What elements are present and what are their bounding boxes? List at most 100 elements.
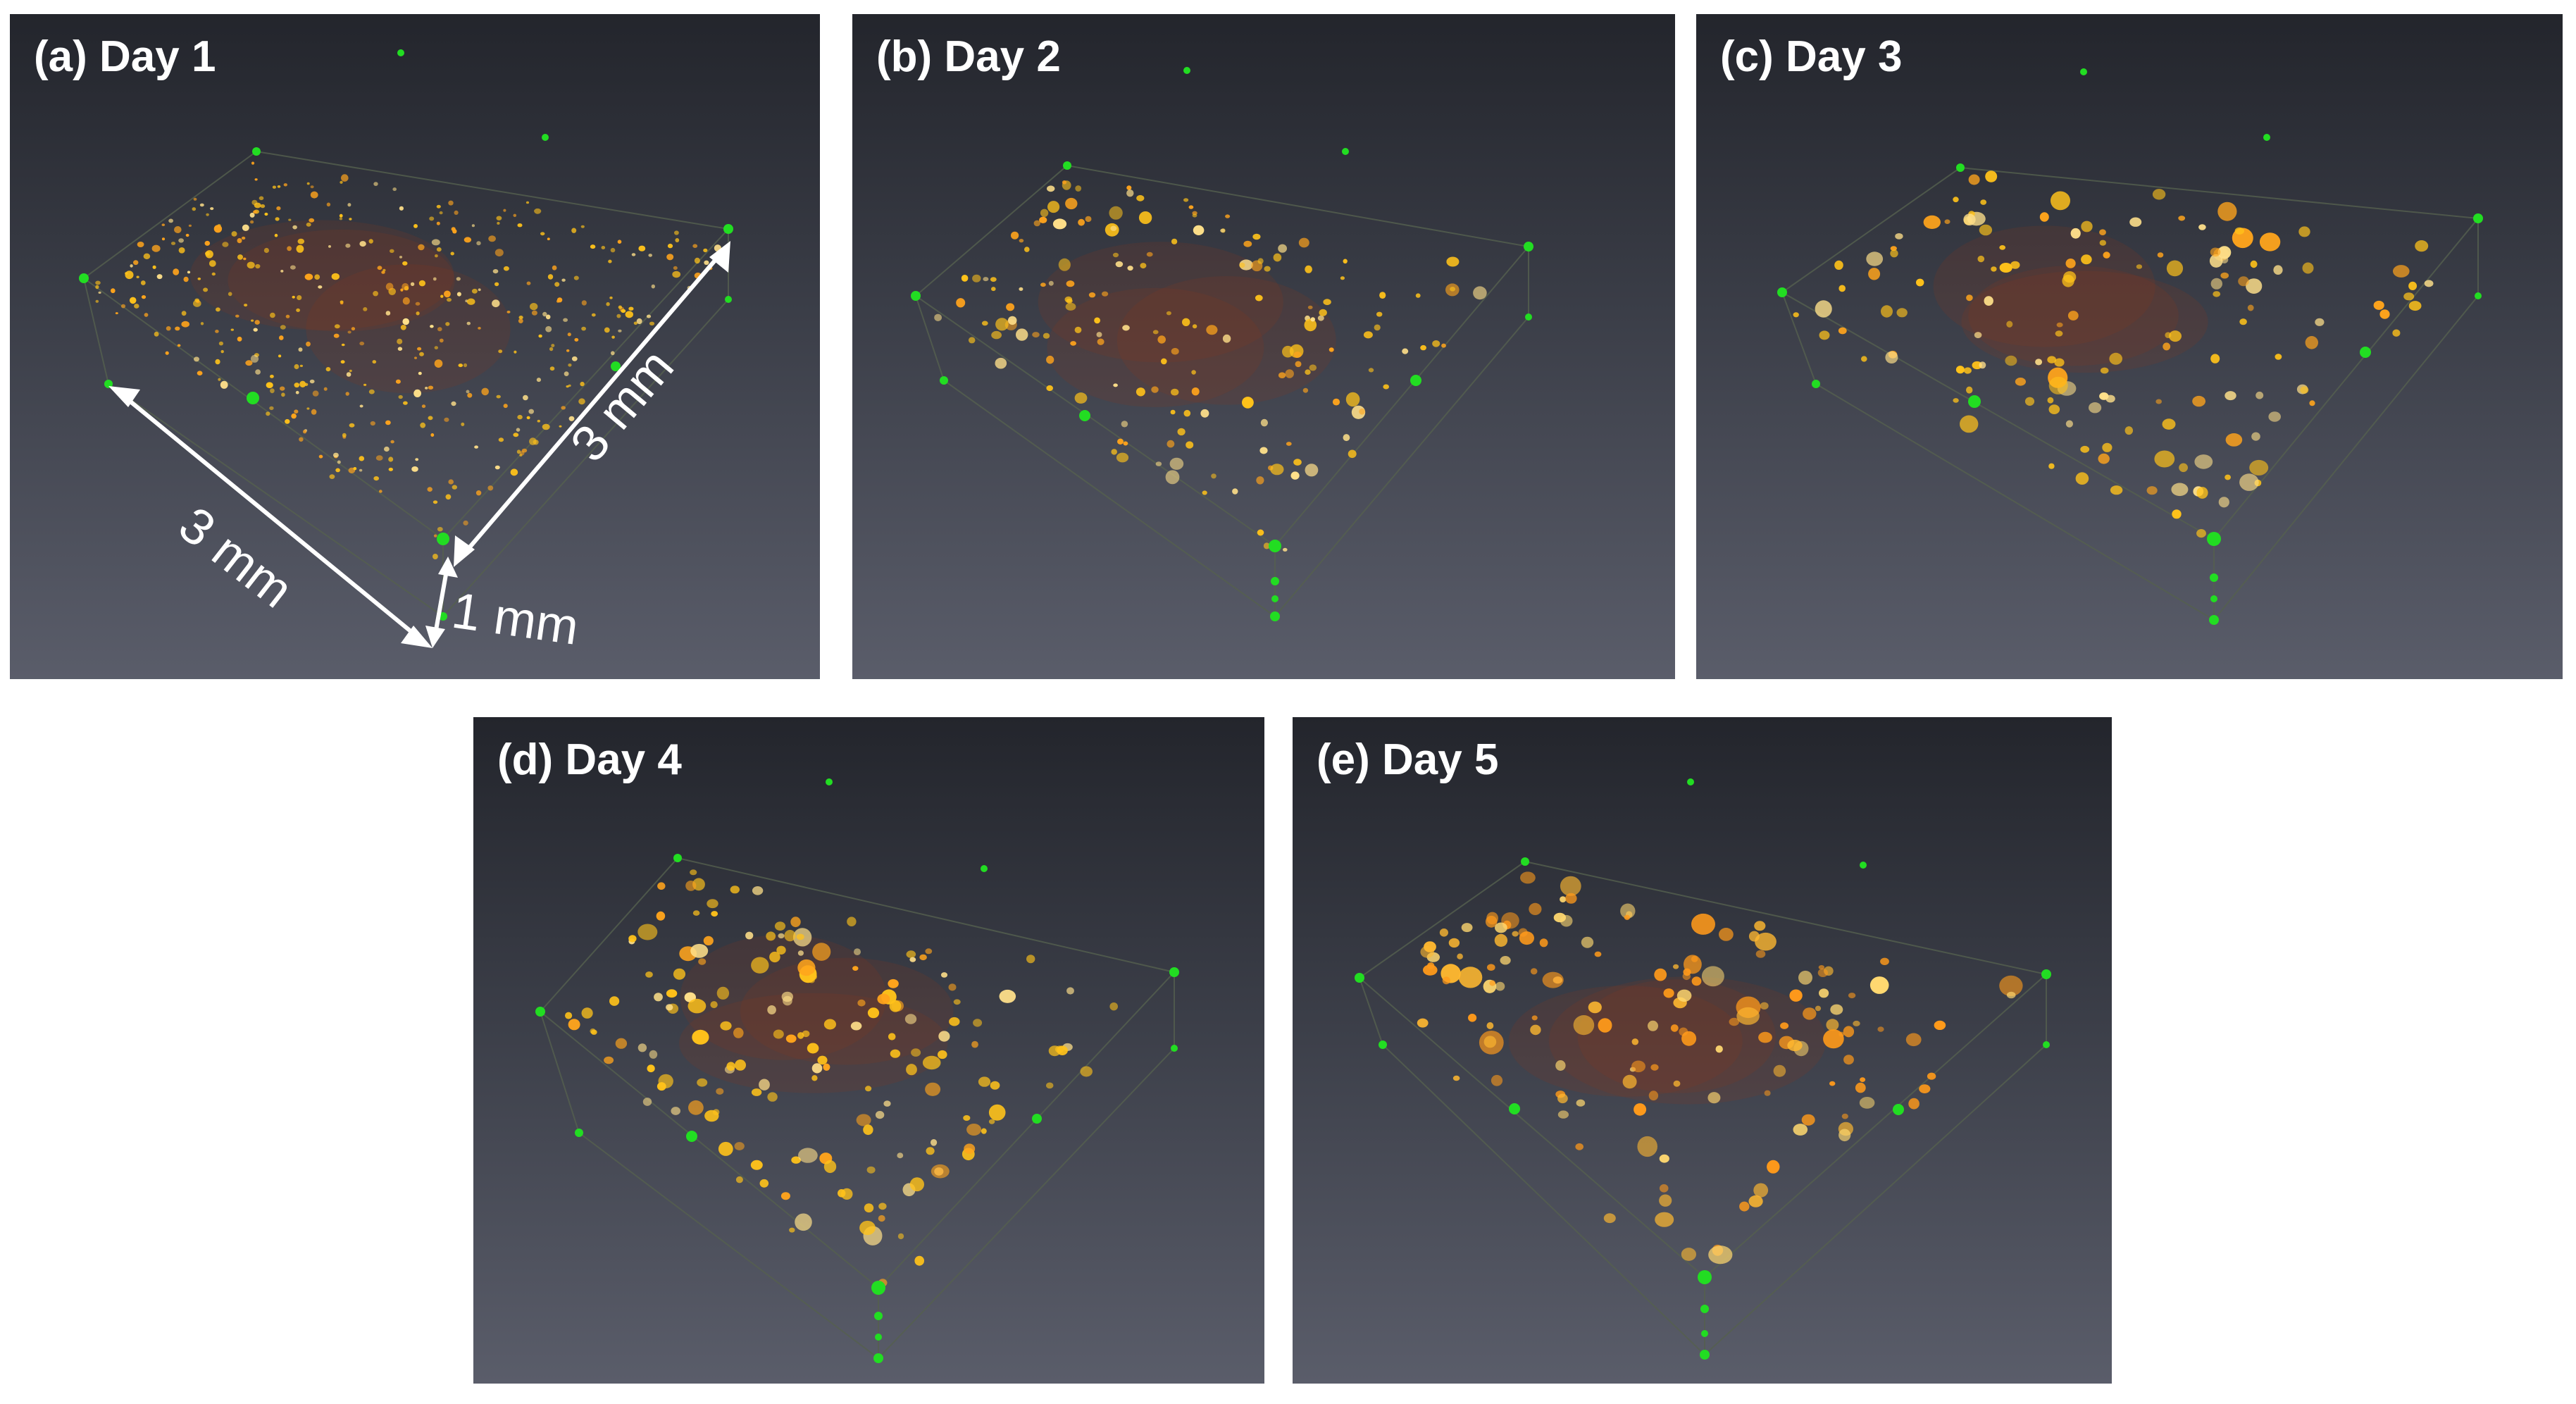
- particle: [349, 369, 352, 373]
- particle: [1155, 461, 1162, 466]
- background-glow: [1933, 225, 2155, 347]
- particle: [1171, 388, 1179, 396]
- particle: [1861, 356, 1867, 362]
- particle: [1232, 488, 1238, 495]
- particle: [791, 1156, 801, 1164]
- particle: [1166, 440, 1175, 448]
- particle: [1560, 896, 1567, 902]
- particle: [492, 269, 499, 274]
- particle: [1359, 408, 1365, 415]
- particle: [1442, 976, 1450, 985]
- particle: [506, 311, 511, 313]
- particle: [1542, 971, 1564, 988]
- particle: [1039, 216, 1047, 223]
- particle: [537, 419, 540, 423]
- particle: [1793, 1124, 1808, 1136]
- particle: [616, 313, 621, 318]
- particle: [919, 954, 927, 961]
- particle: [400, 325, 406, 330]
- particle: [549, 366, 555, 371]
- particle: [948, 983, 957, 991]
- particle: [1302, 387, 1309, 393]
- particle: [415, 302, 421, 306]
- particle: [347, 203, 351, 207]
- particle: [692, 910, 700, 916]
- particle: [759, 1179, 769, 1188]
- particle: [1648, 1091, 1659, 1101]
- panel-label-day-1: (a) Day 1: [34, 32, 216, 81]
- particle: [618, 329, 622, 333]
- particle: [115, 312, 118, 315]
- particle: [591, 313, 596, 317]
- particle: [466, 298, 475, 305]
- particle: [1512, 931, 1519, 937]
- particle: [2210, 354, 2220, 364]
- particle: [2255, 391, 2264, 399]
- particle: [2081, 220, 2093, 232]
- particle: [413, 389, 421, 398]
- volume-render-day-4: [535, 778, 1179, 1363]
- particle: [1192, 324, 1197, 329]
- particle: [349, 218, 352, 220]
- background-glow: [228, 229, 455, 332]
- particle: [938, 1050, 947, 1060]
- particle: [1966, 386, 1973, 394]
- particle: [1838, 1129, 1851, 1142]
- particle: [1841, 1113, 1848, 1119]
- particle: [1305, 369, 1311, 375]
- background-glow: [1508, 986, 1743, 1097]
- particle: [143, 253, 151, 259]
- particle: [1838, 1031, 1845, 1037]
- particle: [437, 527, 443, 532]
- particle: [554, 282, 560, 287]
- particle: [601, 246, 606, 249]
- particle: [1457, 953, 1463, 959]
- particle: [847, 917, 857, 926]
- particle: [496, 395, 501, 399]
- panel-label-day-3: (c) Day 3: [1720, 32, 1903, 81]
- particle: [283, 183, 287, 187]
- particle: [237, 238, 242, 244]
- particle: [175, 326, 180, 331]
- particle: [1379, 292, 1386, 299]
- particle: [2247, 304, 2254, 311]
- particle: [1530, 1024, 1541, 1036]
- particle: [1161, 358, 1167, 365]
- particle: [1953, 197, 1959, 203]
- particle: [427, 487, 433, 492]
- particle: [398, 395, 403, 399]
- particle: [1055, 1045, 1064, 1053]
- particle: [436, 221, 440, 225]
- particle: [611, 335, 615, 339]
- particle: [1448, 938, 1460, 948]
- particle: [285, 418, 290, 424]
- particle: [2225, 474, 2231, 480]
- particle: [253, 328, 258, 332]
- particle: [2136, 264, 2143, 269]
- particle: [2047, 356, 2057, 364]
- particle: [1211, 473, 1217, 479]
- particle: [1047, 201, 1060, 213]
- particle: [295, 390, 299, 395]
- particle: [1007, 316, 1017, 325]
- particle: [1691, 976, 1702, 986]
- particle: [687, 998, 707, 1014]
- particle: [694, 257, 700, 264]
- particle: [1755, 950, 1766, 958]
- particle: [418, 244, 425, 251]
- particle: [2373, 300, 2384, 310]
- particle: [1033, 220, 1040, 227]
- particle: [181, 311, 187, 316]
- particle: [751, 957, 769, 974]
- particle: [403, 401, 408, 405]
- particle: [197, 278, 201, 280]
- particle: [1557, 1093, 1568, 1104]
- particle: [1966, 294, 1973, 302]
- particle: [751, 1088, 762, 1096]
- particle: [1310, 317, 1315, 322]
- particle: [988, 1119, 995, 1124]
- particle: [288, 218, 292, 221]
- particle: [675, 238, 680, 242]
- particle: [274, 233, 278, 237]
- particle: [1960, 415, 1979, 433]
